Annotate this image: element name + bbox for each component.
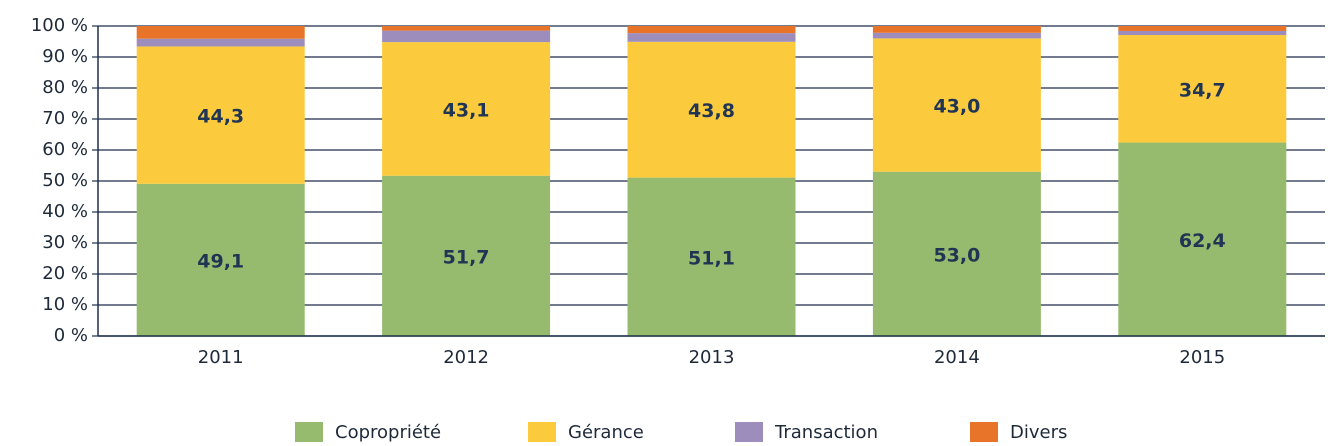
- value-label: 43,1: [443, 99, 490, 121]
- legend-swatch: [295, 422, 323, 442]
- bar-segment: [136, 26, 305, 39]
- bar-segment: [382, 42, 551, 176]
- value-label: 49,1: [197, 250, 244, 272]
- x-tick-label: 2013: [689, 347, 735, 368]
- legend-label: Copropriété: [335, 422, 441, 443]
- bar-segment: [872, 32, 1041, 39]
- y-tick-label: 0 %: [54, 325, 88, 346]
- bar-segment: [627, 33, 796, 42]
- bar-segment: [136, 46, 305, 184]
- bar-segment: [382, 26, 551, 31]
- y-tick-label: 30 %: [42, 232, 88, 253]
- legend-label: Gérance: [568, 422, 644, 443]
- legend-label: Divers: [1010, 422, 1067, 443]
- value-label: 51,7: [443, 246, 490, 268]
- y-tick-label: 100 %: [31, 15, 88, 36]
- value-label: 62,4: [1179, 230, 1226, 252]
- value-label: 53,0: [933, 244, 980, 266]
- x-tick-label: 2015: [1179, 347, 1225, 368]
- legend-label: Transaction: [774, 422, 878, 443]
- bar-segment: [1118, 142, 1287, 336]
- bar-segment: [627, 26, 796, 34]
- value-label: 51,1: [688, 247, 735, 269]
- y-tick-label: 70 %: [42, 108, 88, 129]
- bar-segment: [382, 30, 551, 43]
- value-label: 44,3: [197, 106, 244, 128]
- legend-swatch: [735, 422, 763, 442]
- y-tick-label: 60 %: [42, 139, 88, 160]
- bar-segment: [1118, 26, 1287, 31]
- legend-swatch: [528, 422, 556, 442]
- bar-segment: [1118, 34, 1287, 143]
- y-tick-label: 80 %: [42, 77, 88, 98]
- x-tick-label: 2011: [198, 347, 244, 368]
- bar-segment: [1118, 30, 1287, 35]
- bar-segment: [136, 38, 305, 47]
- y-tick-label: 10 %: [42, 294, 88, 315]
- value-label: 43,0: [933, 96, 980, 118]
- y-tick-label: 90 %: [42, 46, 88, 67]
- bar-segment: [872, 26, 1041, 33]
- y-tick-label: 50 %: [42, 170, 88, 191]
- y-tick-label: 40 %: [42, 201, 88, 222]
- value-label: 43,8: [688, 100, 735, 122]
- value-label: 34,7: [1179, 79, 1226, 101]
- bar-segment: [627, 177, 796, 336]
- bar-segment: [627, 41, 796, 178]
- bar-segment: [382, 175, 551, 336]
- bar-segment: [872, 171, 1041, 336]
- x-tick-label: 2012: [443, 347, 489, 368]
- bar-segment: [872, 38, 1041, 172]
- x-tick-label: 2014: [934, 347, 980, 368]
- bar-segment: [136, 183, 305, 336]
- y-tick-label: 20 %: [42, 263, 88, 284]
- legend-swatch: [970, 422, 998, 442]
